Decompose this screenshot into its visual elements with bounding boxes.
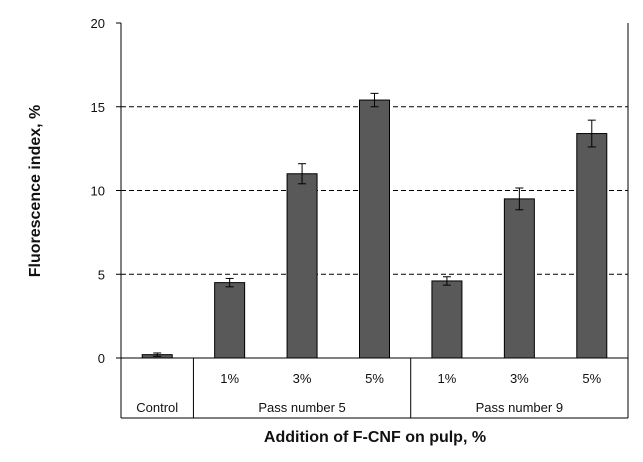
bars — [141, 99, 608, 359]
y-axis-title: Fluorescence index, % — [27, 105, 44, 278]
category-label: 1% — [220, 371, 239, 386]
bar — [214, 282, 246, 359]
x-axis-title: Addition of F-CNF on pulp, % — [264, 429, 486, 446]
error-bar — [587, 119, 596, 148]
bar — [576, 133, 608, 359]
y-tick-label: 0 — [98, 351, 105, 366]
group-label: Control — [136, 400, 178, 415]
error-bar — [225, 277, 234, 288]
labels: 0 5 10 15 20 1% 3% 5% 1% 3% 5% Control Pass number 5… — [91, 16, 602, 415]
y-tick-label: 15 — [91, 100, 105, 115]
category-label: 5% — [365, 371, 384, 386]
y-tick-label: 20 — [91, 16, 105, 31]
y-tick-label: 10 — [91, 184, 105, 199]
category-label: 3% — [293, 371, 312, 386]
error-bar — [442, 276, 451, 286]
bar — [359, 99, 390, 359]
gridlines — [121, 106, 628, 275]
category-label: 5% — [582, 371, 601, 386]
error-bars — [153, 92, 596, 357]
category-label: 3% — [510, 371, 529, 386]
error-bar — [153, 352, 162, 357]
error-bar — [298, 163, 307, 185]
axes — [116, 22, 629, 419]
bar — [286, 173, 318, 359]
y-tick-label: 5 — [98, 267, 105, 282]
category-label: 1% — [438, 371, 457, 386]
group-label: Pass number 5 — [258, 400, 345, 415]
group-label: Pass number 9 — [476, 400, 563, 415]
bar — [503, 198, 535, 359]
bar — [431, 280, 463, 359]
error-bar — [515, 187, 524, 211]
error-bar — [370, 92, 379, 108]
